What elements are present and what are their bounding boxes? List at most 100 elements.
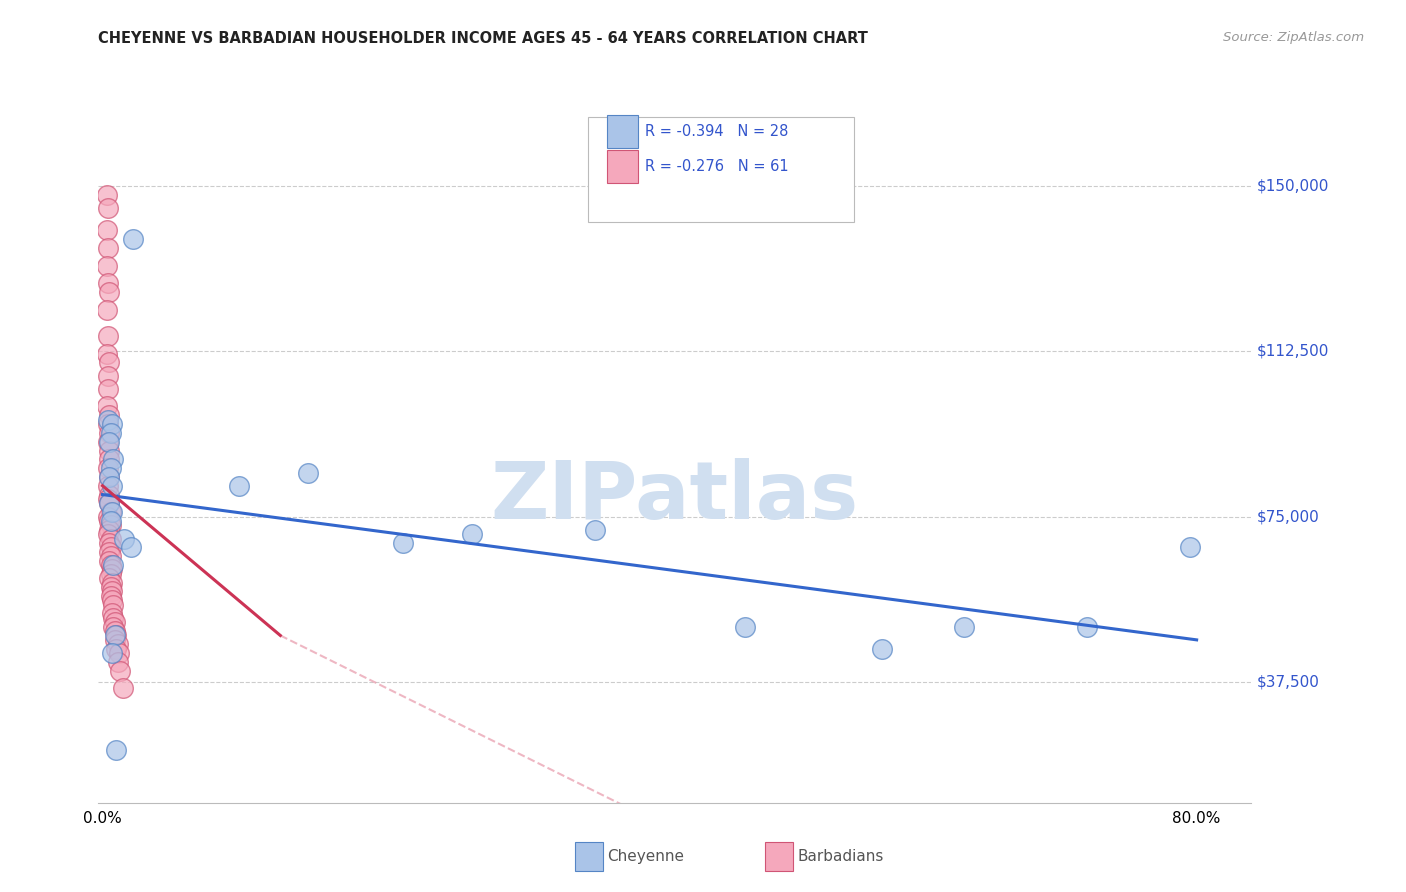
Point	[97, 276, 120, 290]
Point	[104, 615, 127, 630]
Point	[98, 536, 121, 550]
Point	[101, 479, 124, 493]
Text: R = -0.276   N = 61: R = -0.276 N = 61	[645, 159, 789, 174]
Point	[100, 532, 122, 546]
Point	[101, 575, 124, 590]
Point	[101, 646, 124, 660]
Text: Source: ZipAtlas.com: Source: ZipAtlas.com	[1223, 31, 1364, 45]
Point	[228, 479, 250, 493]
Point	[104, 628, 127, 642]
Point	[461, 527, 484, 541]
Point	[101, 607, 124, 621]
Point	[101, 505, 124, 519]
Point	[112, 681, 135, 696]
Point	[96, 346, 118, 360]
Text: ZIPatlas: ZIPatlas	[491, 458, 859, 536]
Point	[100, 549, 122, 564]
Point	[870, 641, 893, 656]
Point	[100, 461, 122, 475]
Point	[100, 505, 122, 519]
Point	[101, 417, 124, 431]
Point	[96, 400, 118, 414]
Point	[108, 646, 131, 660]
Point	[96, 302, 118, 317]
Point	[103, 620, 125, 634]
Point	[98, 523, 121, 537]
Point	[97, 413, 120, 427]
Point	[1178, 541, 1201, 555]
FancyBboxPatch shape	[607, 115, 638, 148]
Point	[953, 620, 976, 634]
Point	[98, 425, 121, 440]
Point	[101, 593, 124, 607]
Point	[100, 566, 122, 581]
Point	[97, 382, 120, 396]
Point	[734, 620, 756, 634]
Point	[107, 637, 129, 651]
Point	[103, 558, 125, 572]
Point	[100, 589, 122, 603]
Point	[97, 368, 120, 383]
Point	[98, 553, 121, 567]
Point	[101, 584, 124, 599]
Point	[98, 496, 121, 510]
Point	[97, 241, 120, 255]
Point	[97, 434, 120, 449]
Point	[103, 598, 125, 612]
Point	[98, 470, 121, 484]
Point	[297, 466, 319, 480]
Point	[97, 329, 120, 343]
Text: Cheyenne: Cheyenne	[607, 849, 685, 863]
Text: R = -0.394   N = 28: R = -0.394 N = 28	[645, 124, 789, 139]
Point	[100, 541, 122, 555]
Point	[97, 202, 120, 216]
Point	[100, 558, 122, 572]
Point	[96, 223, 118, 237]
Point	[392, 536, 415, 550]
Point	[103, 611, 125, 625]
Point	[97, 461, 120, 475]
Text: $75,000: $75,000	[1257, 509, 1320, 524]
Point	[98, 514, 121, 528]
Point	[583, 523, 606, 537]
Point	[97, 491, 120, 506]
Point	[100, 518, 122, 533]
Point	[97, 509, 120, 524]
Point	[100, 425, 122, 440]
Point	[104, 624, 127, 638]
Point	[97, 527, 120, 541]
Point	[96, 188, 118, 202]
Point	[103, 452, 125, 467]
Text: Barbadians: Barbadians	[797, 849, 883, 863]
Point	[98, 452, 121, 467]
Point	[98, 355, 121, 369]
Point	[98, 409, 121, 423]
Point	[98, 285, 121, 299]
Point	[120, 541, 142, 555]
Point	[104, 632, 127, 647]
Point	[100, 514, 122, 528]
FancyBboxPatch shape	[588, 118, 853, 222]
Point	[98, 545, 121, 559]
Point	[97, 479, 120, 493]
Point	[98, 487, 121, 501]
Point	[1076, 620, 1098, 634]
Text: $150,000: $150,000	[1257, 178, 1330, 194]
Point	[98, 470, 121, 484]
Point	[96, 259, 118, 273]
Point	[121, 232, 143, 246]
Text: CHEYENNE VS BARBADIAN HOUSEHOLDER INCOME AGES 45 - 64 YEARS CORRELATION CHART: CHEYENNE VS BARBADIAN HOUSEHOLDER INCOME…	[98, 31, 869, 46]
Point	[105, 628, 128, 642]
Point	[98, 443, 121, 458]
Point	[110, 664, 132, 678]
Point	[98, 571, 121, 585]
Point	[105, 743, 128, 757]
Point	[105, 641, 128, 656]
Point	[101, 562, 124, 576]
Point	[98, 496, 121, 510]
Text: $112,500: $112,500	[1257, 344, 1330, 359]
FancyBboxPatch shape	[607, 150, 638, 183]
Point	[98, 434, 121, 449]
Point	[112, 532, 135, 546]
Point	[97, 417, 120, 431]
